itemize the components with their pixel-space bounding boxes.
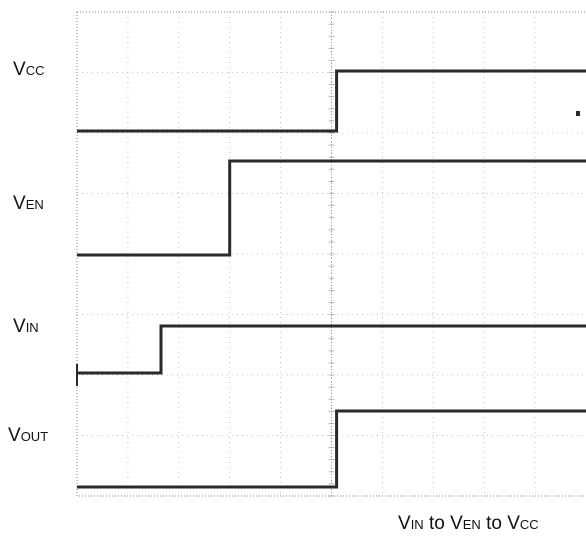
channel-label-in: VIN <box>13 316 39 337</box>
caption-sub-0: IN <box>410 517 424 532</box>
caption-text-2: to V <box>480 513 520 534</box>
channel-label-out: VOUT <box>8 425 49 446</box>
trace-vcc <box>77 69 586 133</box>
channel-label-cc: VCC <box>13 59 45 80</box>
caption-text-1: to V <box>423 513 463 534</box>
channel-label-en: VEN <box>13 193 44 214</box>
grid <box>76 11 586 497</box>
caption-sub-2: CC <box>519 517 539 532</box>
chart-caption: VIN to VEN to VCC <box>398 513 539 536</box>
trace-ven <box>77 159 586 257</box>
trace-artifact <box>576 111 580 116</box>
caption-sub-1: EN <box>462 517 481 532</box>
traces <box>76 69 586 489</box>
caption-text-0: V <box>398 513 411 534</box>
trace-vin <box>77 324 586 375</box>
trace-vout <box>77 409 586 489</box>
